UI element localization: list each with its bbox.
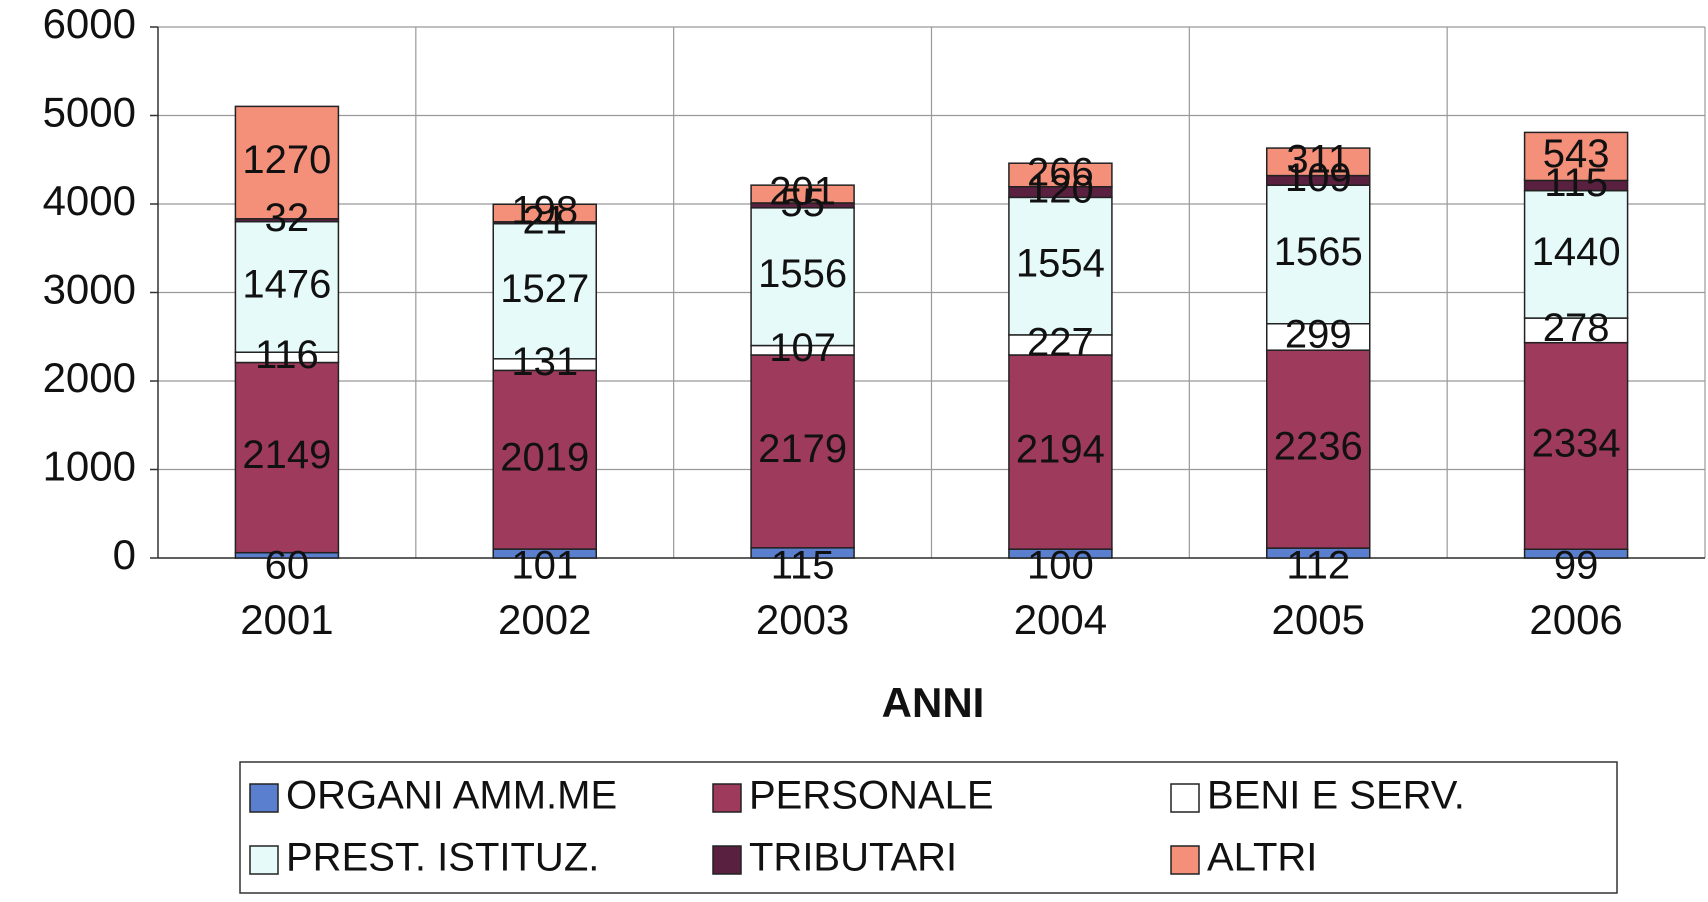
y-tick-label: 5000: [43, 89, 136, 136]
data-label: 1270: [242, 138, 331, 182]
data-label: 115: [1544, 161, 1608, 205]
data-label: 116: [255, 333, 319, 377]
data-label: 131: [511, 340, 578, 384]
legend-swatch: [1170, 845, 1200, 875]
legend-swatch: [249, 783, 279, 813]
bar-segment: [1008, 196, 1113, 336]
legend-swatch: [712, 783, 742, 813]
legend-label: BENI E SERV.: [1207, 774, 1465, 818]
x-tick-label: 2006: [1529, 596, 1622, 643]
legend-swatch: [1170, 783, 1200, 813]
data-label: 112: [1286, 544, 1350, 588]
data-label: 2019: [500, 435, 589, 479]
data-label: 311: [1286, 137, 1350, 181]
data-label: 101: [511, 544, 578, 588]
data-label: 1527: [500, 267, 589, 311]
x-tick-label: 2005: [1272, 596, 1365, 643]
bar-segment: [234, 361, 340, 554]
data-label: 2179: [758, 427, 847, 471]
legend-box: [239, 761, 1618, 894]
bar-segment: [492, 203, 597, 223]
data-label: 55: [780, 181, 825, 225]
data-label: 100: [1027, 544, 1094, 588]
data-label: 1440: [1532, 230, 1621, 274]
y-tick-label: 3000: [43, 266, 136, 313]
bar-segment: [750, 184, 855, 204]
data-label: 1476: [242, 262, 331, 306]
y-tick-label: 2000: [43, 354, 136, 401]
data-label: 299: [1285, 313, 1352, 357]
data-label: 21: [523, 198, 568, 242]
legend-label: PREST. ISTITUZ.: [286, 836, 599, 880]
data-label: 198: [511, 189, 578, 233]
data-label: 32: [265, 196, 310, 240]
bar-segment: [750, 354, 855, 549]
data-label: 99: [1554, 544, 1599, 588]
legend-label: TRIBUTARI: [749, 836, 957, 880]
bar-segment: [492, 222, 597, 360]
data-label: 120: [1027, 168, 1094, 212]
data-label: 60: [265, 544, 310, 588]
x-tick-label: 2004: [1014, 596, 1107, 643]
bar-segment: [1523, 131, 1629, 182]
data-label: 543: [1543, 132, 1610, 176]
x-tick-label: 2002: [498, 596, 591, 643]
legend-label: ORGANI AMM.ME: [286, 774, 617, 818]
x-axis-title: ANNI: [882, 679, 985, 726]
legend-swatch: [249, 845, 279, 875]
bar-segment: [1266, 147, 1371, 177]
legend-swatch: [712, 845, 742, 875]
bar-segment: [1008, 162, 1113, 188]
data-label: 1556: [758, 252, 847, 296]
bar-segment: [234, 105, 340, 220]
data-label: 115: [771, 544, 835, 588]
data-label: 2334: [1532, 422, 1621, 466]
bar-segment: [1266, 184, 1371, 325]
bar-segment: [1523, 317, 1629, 344]
bar-segment: [1266, 349, 1371, 549]
legend-label: ALTRI: [1207, 836, 1317, 880]
legend-label: PERSONALE: [749, 774, 994, 818]
data-label: 109: [1285, 156, 1352, 200]
data-label: 2236: [1274, 425, 1363, 469]
x-tick-label: 2003: [756, 596, 849, 643]
y-tick-label: 0: [113, 531, 136, 578]
data-label: 1554: [1016, 242, 1105, 286]
y-tick-label: 4000: [43, 177, 136, 224]
bar-segment: [1008, 354, 1113, 550]
data-label: 1565: [1274, 230, 1363, 274]
x-tick-label: 2001: [240, 596, 333, 643]
data-label: 227: [1027, 320, 1094, 364]
data-label: 201: [769, 170, 836, 214]
data-label: 266: [1027, 151, 1094, 195]
data-label: 2149: [242, 433, 331, 477]
data-label: 2194: [1016, 428, 1105, 472]
bar-segment: [492, 369, 597, 550]
data-label: 107: [769, 326, 836, 370]
bar-segment: [750, 207, 855, 347]
y-tick-label: 6000: [43, 0, 136, 47]
y-tick-label: 1000: [43, 443, 136, 490]
bar-segment: [1523, 189, 1629, 319]
data-label: 278: [1543, 306, 1610, 350]
